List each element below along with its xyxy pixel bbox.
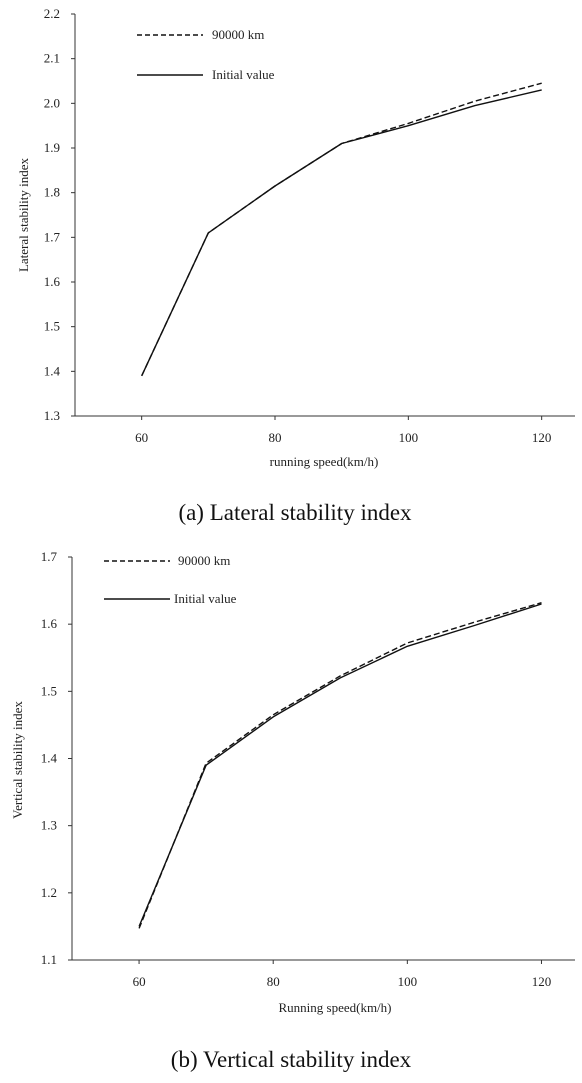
legend-label-initial-value: Initial value: [174, 591, 237, 606]
x-tick-label: 120: [532, 430, 552, 445]
x-tick-label: 80: [267, 974, 280, 989]
x-tick-label: 100: [398, 974, 418, 989]
y-tick-label: 1.6: [41, 616, 58, 631]
y-tick-label: 1.9: [44, 140, 60, 155]
legend: 90000 km Initial value: [137, 27, 275, 82]
y-axis-title: Vertical stability index: [10, 701, 25, 819]
y-tick-label: 1.5: [44, 319, 60, 334]
legend: 90000 km Initial value: [104, 553, 237, 606]
series-group: [141, 82, 542, 377]
series-line-90000-km: [141, 82, 542, 377]
lateral-stability-chart: 1.3 1.4 1.5 1.6 1.7 1.8 1.9 2.0 2.1 2.2 60 80 100 12…: [16, 6, 575, 525]
vertical-stability-chart: 1.1 1.2 1.3 1.4 1.5 1.6 1.7 60 80 100 120 90000 k…: [10, 549, 575, 1072]
x-tick-label: 60: [133, 974, 146, 989]
y-ticks: 1.1 1.2 1.3 1.4 1.5 1.6 1.7: [41, 549, 72, 967]
legend-label-90000-km: 90000 km: [178, 553, 230, 568]
chart-caption: (a) Lateral stability index: [178, 500, 412, 525]
y-tick-label: 1.4: [41, 751, 58, 766]
chart-caption: (b) Vertical stability index: [171, 1047, 412, 1072]
y-axis-title: Lateral stability index: [16, 157, 31, 272]
series-line-90000-km: [138, 602, 542, 929]
x-tick-label: 100: [399, 430, 419, 445]
x-ticks: 60 80 100 120: [133, 960, 552, 989]
legend-label-90000-km: 90000 km: [212, 27, 264, 42]
x-ticks: 60 80 100 120: [135, 416, 551, 445]
x-tick-label: 80: [269, 430, 282, 445]
y-ticks: 1.3 1.4 1.5 1.6 1.7 1.8 1.9 2.0 2.1 2.2: [44, 6, 75, 423]
y-tick-label: 1.5: [41, 683, 57, 698]
x-axis-title: running speed(km/h): [270, 454, 379, 469]
x-tick-label: 60: [135, 430, 148, 445]
y-tick-label: 1.1: [41, 952, 57, 967]
y-tick-label: 2.2: [44, 6, 60, 21]
series-group: [138, 602, 542, 929]
y-tick-label: 1.4: [44, 363, 61, 378]
y-tick-label: 1.8: [44, 185, 60, 200]
series-line-initial-value: [138, 603, 542, 927]
y-tick-label: 1.7: [41, 549, 58, 564]
series-line-initial-value: [141, 89, 542, 377]
legend-label-initial-value: Initial value: [212, 67, 275, 82]
y-tick-label: 1.3: [41, 818, 57, 833]
y-tick-label: 1.7: [44, 229, 61, 244]
x-axis-title: Running speed(km/h): [278, 1000, 391, 1015]
x-tick-label: 120: [532, 974, 552, 989]
y-tick-label: 1.6: [44, 274, 61, 289]
y-tick-label: 1.2: [41, 885, 57, 900]
y-tick-label: 1.3: [44, 408, 60, 423]
y-tick-label: 2.0: [44, 95, 60, 110]
y-tick-label: 2.1: [44, 51, 60, 66]
